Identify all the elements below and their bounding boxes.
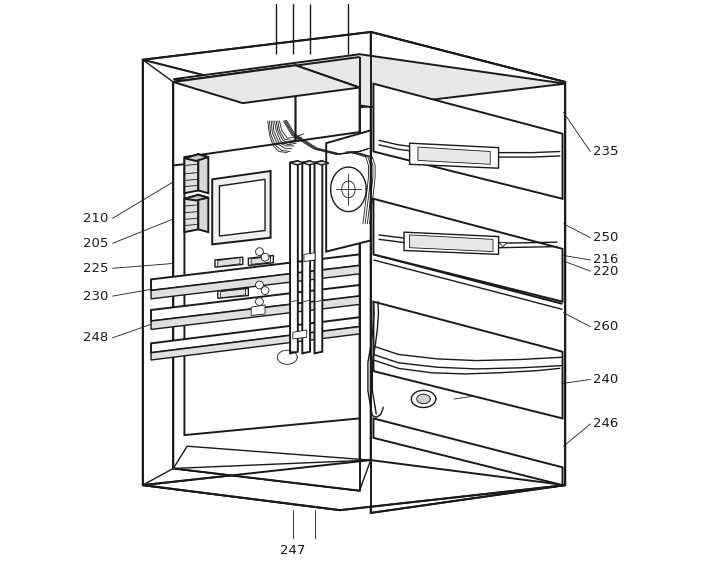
Polygon shape <box>198 154 208 193</box>
Polygon shape <box>290 161 298 353</box>
Polygon shape <box>151 296 360 329</box>
Polygon shape <box>151 254 360 291</box>
Text: 250: 250 <box>593 231 619 244</box>
Polygon shape <box>215 257 243 267</box>
Text: 247: 247 <box>280 544 306 557</box>
Polygon shape <box>184 132 360 435</box>
Polygon shape <box>143 460 565 510</box>
Polygon shape <box>373 302 563 419</box>
Polygon shape <box>314 161 329 165</box>
Text: 225: 225 <box>83 262 108 275</box>
Polygon shape <box>251 305 265 315</box>
Polygon shape <box>218 257 240 266</box>
Polygon shape <box>293 330 307 339</box>
Polygon shape <box>198 195 208 232</box>
Text: 216: 216 <box>593 254 619 266</box>
Polygon shape <box>173 446 371 491</box>
Circle shape <box>256 281 263 289</box>
Polygon shape <box>173 57 360 491</box>
Polygon shape <box>173 65 360 103</box>
Text: 235: 235 <box>593 145 619 158</box>
Polygon shape <box>498 242 507 247</box>
Polygon shape <box>418 147 490 164</box>
Polygon shape <box>371 32 565 513</box>
Polygon shape <box>218 288 249 298</box>
Text: 248: 248 <box>83 332 108 344</box>
Polygon shape <box>143 60 340 510</box>
Polygon shape <box>410 143 498 168</box>
Polygon shape <box>212 171 270 245</box>
Circle shape <box>256 248 263 255</box>
Circle shape <box>261 287 269 295</box>
Polygon shape <box>173 54 565 107</box>
Polygon shape <box>151 317 360 353</box>
Polygon shape <box>290 161 304 165</box>
Polygon shape <box>404 232 498 254</box>
Polygon shape <box>184 195 208 200</box>
Polygon shape <box>296 65 360 165</box>
Polygon shape <box>173 65 296 165</box>
Polygon shape <box>410 235 493 251</box>
Polygon shape <box>373 419 563 485</box>
Polygon shape <box>151 285 360 321</box>
Polygon shape <box>173 57 360 132</box>
Polygon shape <box>302 161 310 353</box>
Circle shape <box>261 253 269 261</box>
Polygon shape <box>219 180 265 236</box>
Text: 220: 220 <box>593 265 619 278</box>
Polygon shape <box>302 161 316 165</box>
Polygon shape <box>143 32 565 110</box>
Polygon shape <box>373 84 563 199</box>
Text: 240: 240 <box>593 373 618 386</box>
Polygon shape <box>173 57 360 132</box>
Polygon shape <box>184 154 198 193</box>
Polygon shape <box>184 154 208 161</box>
Polygon shape <box>304 252 315 261</box>
Polygon shape <box>417 394 430 404</box>
Polygon shape <box>151 265 360 299</box>
Polygon shape <box>326 130 371 251</box>
Polygon shape <box>151 327 360 360</box>
Polygon shape <box>249 255 273 265</box>
Text: 210: 210 <box>83 211 108 225</box>
Polygon shape <box>314 161 322 353</box>
Text: 205: 205 <box>83 237 108 250</box>
Polygon shape <box>221 289 246 298</box>
Text: 246: 246 <box>593 417 618 430</box>
Text: 230: 230 <box>83 289 108 302</box>
Text: 260: 260 <box>593 320 618 333</box>
Polygon shape <box>373 199 563 302</box>
Polygon shape <box>251 256 270 264</box>
Circle shape <box>256 298 263 306</box>
Polygon shape <box>184 195 198 232</box>
